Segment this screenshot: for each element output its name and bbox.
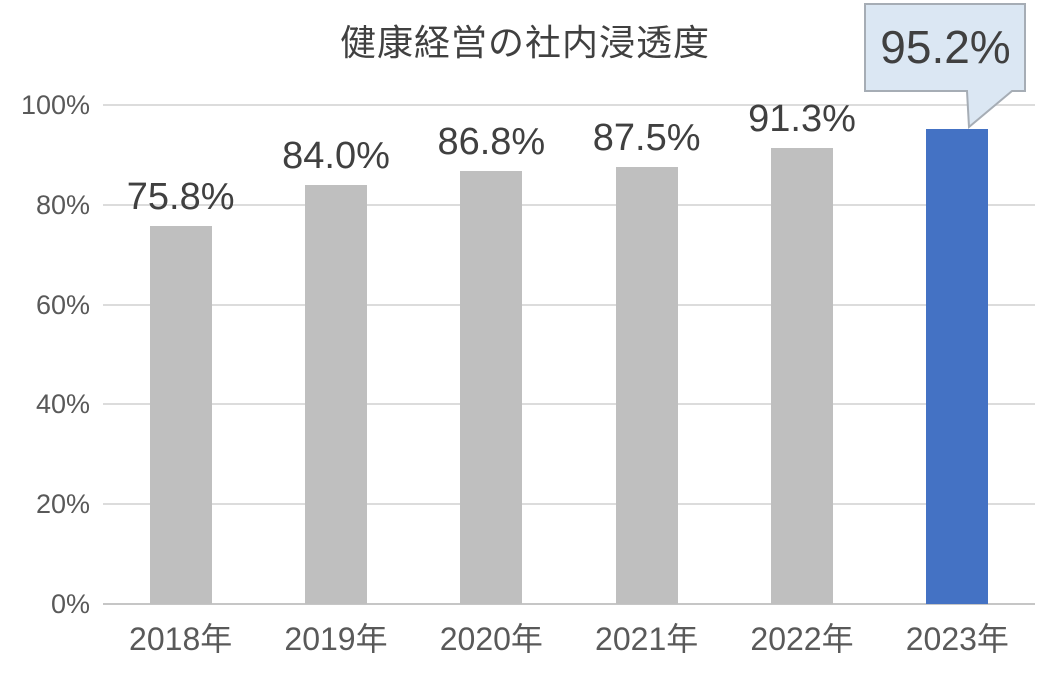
bar	[771, 148, 833, 604]
y-tick-label: 40%	[35, 389, 90, 420]
bar-value-label: 84.0%	[282, 134, 390, 177]
gridline	[103, 403, 1035, 406]
x-tick-label: 2022年	[750, 621, 854, 657]
bar-value-label: 75.8%	[126, 175, 235, 218]
bar-value-label: 91.3%	[748, 98, 856, 141]
bar-value-label: 87.5%	[592, 117, 701, 160]
bar	[149, 225, 212, 604]
bar	[305, 184, 367, 604]
x-tick-label: 2018年	[129, 621, 233, 657]
gridline	[103, 203, 1035, 206]
y-tick-label: 60%	[35, 289, 90, 320]
y-tick-label: 80%	[35, 189, 90, 220]
bar	[615, 167, 678, 604]
y-tick-label: 0%	[50, 589, 90, 619]
gridline	[103, 303, 1035, 306]
bar	[460, 170, 523, 604]
callout-shape-path	[864, 3, 1026, 130]
gridline	[103, 503, 1035, 506]
y-tick-label: 100%	[20, 90, 90, 120]
bar-highlighted	[926, 128, 989, 604]
chart-title: 健康経営の社内浸透度	[339, 22, 710, 63]
gridline	[103, 104, 1035, 106]
x-tick-label: 2021年	[595, 621, 699, 657]
y-tick-label: 20%	[35, 489, 90, 520]
callout-value-label: 95.2%	[880, 21, 1011, 73]
bar-value-label: 86.8%	[437, 120, 546, 163]
x-tick-label: 2023年	[905, 621, 1009, 657]
x-tick-label: 2020年	[439, 621, 543, 657]
x-tick-label: 2019年	[284, 621, 388, 657]
callout-bubble	[864, 3, 1026, 130]
x-axis-line	[103, 603, 1035, 605]
